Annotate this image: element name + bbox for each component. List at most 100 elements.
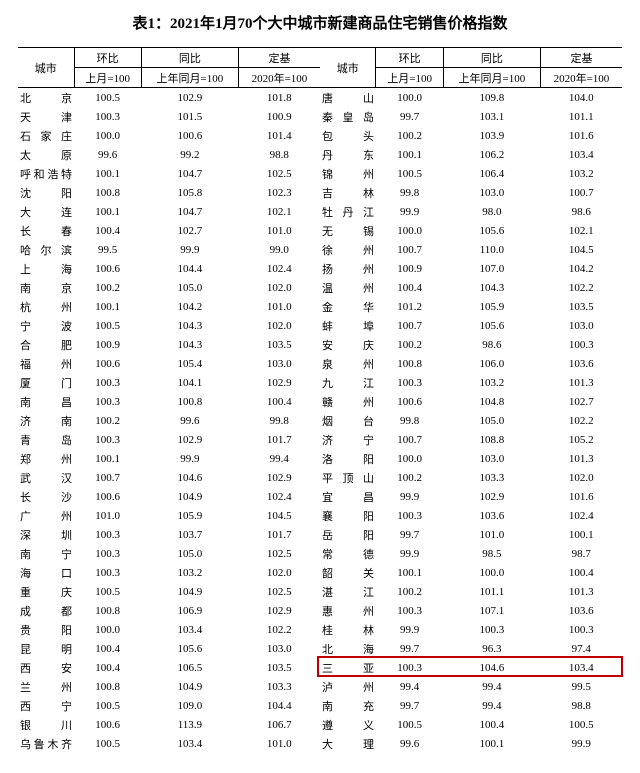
- base-left: 102.2: [238, 620, 320, 639]
- base-right: 102.1: [540, 221, 622, 240]
- mom-right: 99.8: [376, 411, 443, 430]
- base-left: 98.8: [238, 145, 320, 164]
- mom-right: 100.1: [376, 145, 443, 164]
- base-left: 104.5: [238, 506, 320, 525]
- base-left: 102.4: [238, 487, 320, 506]
- city-left: 青岛: [18, 430, 74, 449]
- base-right: 98.8: [540, 696, 622, 715]
- yoy-right: 101.0: [443, 525, 540, 544]
- mom-right: 100.2: [376, 582, 443, 601]
- table-row: 乌鲁木齐100.5103.4101.0大理99.6100.199.9: [18, 734, 622, 753]
- base-left: 100.9: [238, 107, 320, 126]
- table-row: 银川100.6113.9106.7遵义100.5100.4100.5: [18, 715, 622, 734]
- city-right: 赣州: [320, 392, 376, 411]
- city-right: 平顶山: [320, 468, 376, 487]
- mom-right: 100.0: [376, 449, 443, 468]
- base-left: 102.9: [238, 373, 320, 392]
- mom-right: 100.2: [376, 335, 443, 354]
- mom-left: 99.5: [74, 240, 141, 259]
- yoy-left: 99.6: [141, 411, 238, 430]
- city-left: 海口: [18, 563, 74, 582]
- city-left: 大连: [18, 202, 74, 221]
- col-base-right: 定基: [540, 48, 622, 68]
- yoy-left: 102.9: [141, 430, 238, 449]
- base-left: 103.5: [238, 335, 320, 354]
- yoy-left: 104.7: [141, 202, 238, 221]
- mom-right: 100.3: [376, 506, 443, 525]
- mom-right: 100.9: [376, 259, 443, 278]
- yoy-right: 105.0: [443, 411, 540, 430]
- base-left: 101.7: [238, 525, 320, 544]
- col-mom-right: 环比: [376, 48, 443, 68]
- mom-left: 101.0: [74, 506, 141, 525]
- mom-right: 99.4: [376, 677, 443, 696]
- base-right: 102.2: [540, 411, 622, 430]
- base-left: 100.4: [238, 392, 320, 411]
- base-right: 100.5: [540, 715, 622, 734]
- city-left: 西宁: [18, 696, 74, 715]
- table-row: 昆明100.4105.6103.0北海99.796.397.4: [18, 639, 622, 658]
- mom-right: 100.0: [376, 88, 443, 108]
- mom-left: 100.3: [74, 392, 141, 411]
- mom-left: 100.4: [74, 221, 141, 240]
- base-left: 101.0: [238, 297, 320, 316]
- table-row: 太原99.699.298.8丹东100.1106.2103.4: [18, 145, 622, 164]
- yoy-right: 98.6: [443, 335, 540, 354]
- yoy-left: 104.9: [141, 487, 238, 506]
- yoy-right: 107.0: [443, 259, 540, 278]
- city-right: 秦皇岛: [320, 107, 376, 126]
- yoy-left: 105.9: [141, 506, 238, 525]
- table-row: 宁波100.5104.3102.0蚌埠100.7105.6103.0: [18, 316, 622, 335]
- mom-left: 100.9: [74, 335, 141, 354]
- base-left: 103.0: [238, 354, 320, 373]
- table-row: 西宁100.5109.0104.4南充99.799.498.8: [18, 696, 622, 715]
- base-right: 103.5: [540, 297, 622, 316]
- yoy-left: 109.0: [141, 696, 238, 715]
- city-left: 杭州: [18, 297, 74, 316]
- yoy-right: 98.0: [443, 202, 540, 221]
- yoy-right: 103.6: [443, 506, 540, 525]
- mom-left: 100.2: [74, 411, 141, 430]
- mom-left: 100.1: [74, 449, 141, 468]
- city-left: 北京: [18, 88, 74, 108]
- base-left: 102.5: [238, 544, 320, 563]
- city-left: 南宁: [18, 544, 74, 563]
- mom-left: 100.8: [74, 601, 141, 620]
- table-row: 天津100.3101.5100.9秦皇岛99.7103.1101.1: [18, 107, 622, 126]
- base-left: 101.0: [238, 221, 320, 240]
- city-left: 合肥: [18, 335, 74, 354]
- base-right: 104.0: [540, 88, 622, 108]
- city-right: 南充: [320, 696, 376, 715]
- col-city-right: 城市: [320, 48, 376, 88]
- mom-right: 100.0: [376, 221, 443, 240]
- mom-left: 100.3: [74, 430, 141, 449]
- yoy-right: 103.0: [443, 449, 540, 468]
- yoy-right: 98.5: [443, 544, 540, 563]
- mom-right: 99.9: [376, 544, 443, 563]
- mom-right: 99.7: [376, 696, 443, 715]
- city-left: 呼和浩特: [18, 164, 74, 183]
- yoy-right: 103.1: [443, 107, 540, 126]
- table-row: 济南100.299.699.8烟台99.8105.0102.2: [18, 411, 622, 430]
- mom-left: 100.0: [74, 620, 141, 639]
- base-right: 100.7: [540, 183, 622, 202]
- yoy-right: 103.0: [443, 183, 540, 202]
- city-right: 泸州: [320, 677, 376, 696]
- city-left: 哈尔滨: [18, 240, 74, 259]
- yoy-right: 109.8: [443, 88, 540, 108]
- mom-right: 100.7: [376, 316, 443, 335]
- table-row: 深圳100.3103.7101.7岳阳99.7101.0100.1: [18, 525, 622, 544]
- base-left: 99.0: [238, 240, 320, 259]
- base-right: 98.7: [540, 544, 622, 563]
- yoy-right: 104.8: [443, 392, 540, 411]
- table-row: 成都100.8106.9102.9惠州100.3107.1103.6: [18, 601, 622, 620]
- table-row: 广州101.0105.9104.5襄阳100.3103.6102.4: [18, 506, 622, 525]
- yoy-left: 103.7: [141, 525, 238, 544]
- col-yoy-sub-right: 上年同月=100: [443, 68, 540, 88]
- city-right: 韶关: [320, 563, 376, 582]
- base-right: 100.4: [540, 563, 622, 582]
- base-right: 98.6: [540, 202, 622, 221]
- base-left: 102.3: [238, 183, 320, 202]
- base-left: 101.4: [238, 126, 320, 145]
- city-right: 襄阳: [320, 506, 376, 525]
